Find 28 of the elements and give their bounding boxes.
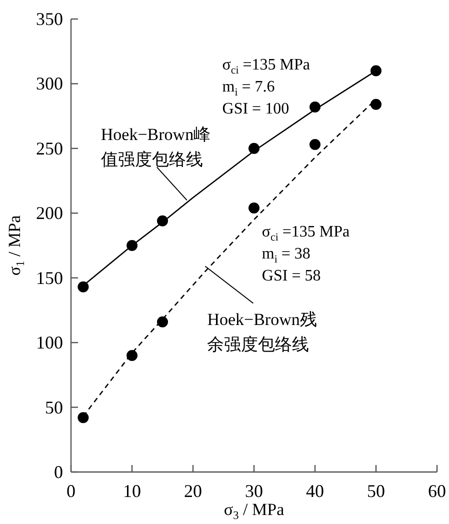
annotation: Hoek−Brown残余强度包络线 (207, 310, 317, 354)
y-tick-label: 200 (36, 203, 63, 224)
point (248, 202, 260, 214)
y-tick-label: 50 (45, 397, 63, 418)
y-tick-label: 150 (36, 268, 63, 288)
x-axis-title: σ$_{3}$ / MPa (224, 500, 285, 522)
point (157, 316, 168, 328)
point (310, 139, 320, 150)
y-tick-label: 0 (54, 462, 63, 482)
y-tick-label: 100 (36, 332, 63, 353)
annotation: Hoek−Brown峰值强度包络线 (100, 125, 211, 170)
annotation: σ$_{ci}$ =135 MPa m$_{i}$ = 38 GSI = 58 (262, 223, 350, 284)
point (370, 65, 382, 76)
x-tick-label: 30 (245, 481, 263, 501)
x-tick-label: 20 (184, 481, 202, 501)
point (78, 412, 89, 424)
x-tick-label: 60 (428, 481, 446, 501)
point (126, 350, 138, 362)
x-tick-label: 40 (306, 481, 324, 501)
x-tick-label: 50 (367, 481, 385, 501)
x-tick-label: 0 (66, 481, 76, 501)
point (370, 98, 382, 110)
x-tick-label: 10 (123, 481, 141, 501)
annotation: σ$_{ci}$ =135 MPa m$_{i}$ = 7.6 GSI = 100 (222, 56, 310, 118)
y-tick-label: 300 (36, 74, 63, 94)
y-tick-label: 250 (36, 138, 63, 158)
y-tick-label: 350 (36, 9, 63, 29)
point (78, 281, 89, 292)
